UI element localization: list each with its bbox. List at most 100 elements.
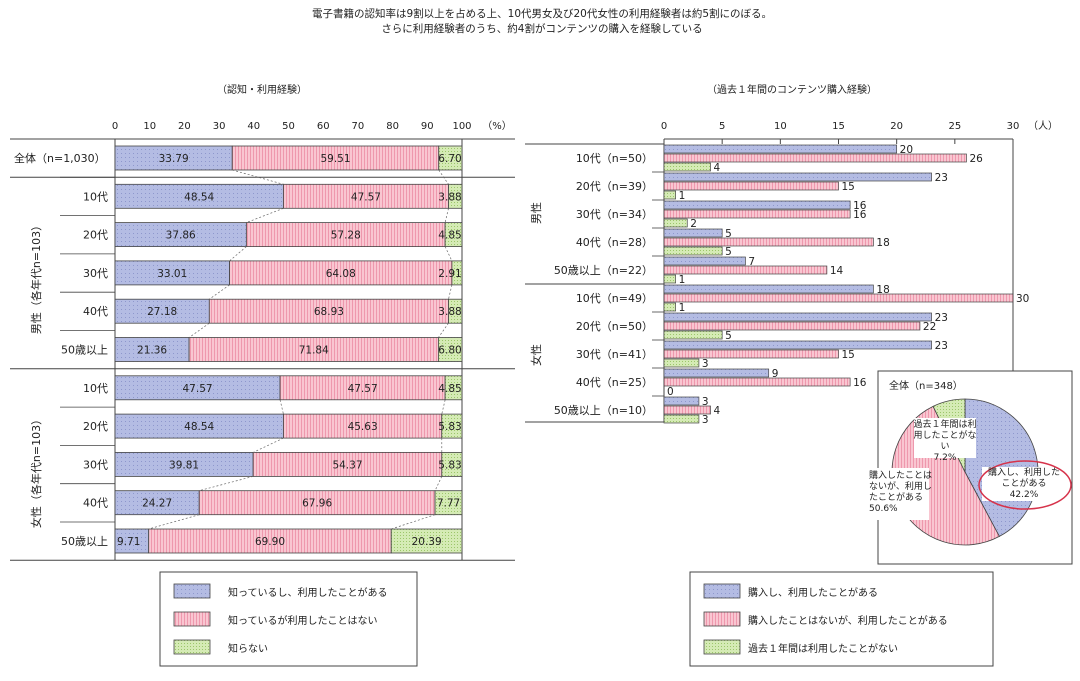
value-label: 39.81 [169, 459, 199, 471]
x-tick-label: 25 [948, 121, 961, 132]
connector-line [449, 285, 452, 299]
bar [664, 219, 687, 227]
bar [664, 285, 873, 293]
legend-item-aware-not-used: 知っているが利用したことはない [228, 614, 378, 627]
purchase-legend: 購入し、利用したことがある 購入したことはないが、利用したことがある 過去１年間… [690, 572, 993, 666]
bar [664, 331, 722, 339]
bar [664, 415, 699, 423]
value-label: 23 [935, 340, 948, 352]
category-label: 20代（n=39） [576, 180, 653, 193]
x-tick-label: 5 [719, 121, 725, 132]
category-label: 10代 [83, 382, 108, 395]
connector-line [445, 208, 448, 222]
bar [664, 313, 932, 321]
connector-line [435, 476, 442, 490]
connector-line [391, 515, 435, 529]
x-tick-label: 10 [143, 121, 156, 132]
category-label: 30代（n=41） [576, 348, 653, 361]
connector-line [280, 400, 283, 414]
value-label: 3.88 [438, 306, 461, 318]
connector-line [246, 208, 283, 222]
category-label: 50歳以上 [61, 344, 108, 357]
category-label: 30代 [83, 267, 108, 280]
connector-line [253, 438, 283, 452]
category-label: 40代 [83, 305, 108, 318]
x-tick-label: 60 [317, 121, 330, 132]
x-tick-label: 50 [282, 121, 295, 132]
value-label: 4 [714, 405, 721, 417]
value-label: 23 [935, 172, 948, 184]
category-label: 全体（n=1,030） [14, 151, 106, 165]
pie-title: 全体（n=348） [889, 379, 963, 392]
value-label: 64.08 [326, 268, 356, 280]
legend-item-not-aware: 知らない [228, 642, 268, 655]
value-label: 9.71 [117, 536, 140, 548]
bar [664, 341, 932, 349]
x-tick-label: 100 [452, 121, 471, 132]
value-label: 3.88 [438, 191, 461, 203]
x-tick-label: 80 [386, 121, 399, 132]
value-label: 5 [725, 246, 732, 258]
value-label: 59.51 [320, 153, 350, 165]
x-tick-label: 70 [352, 121, 365, 132]
value-label: 4 [714, 162, 721, 174]
bar [664, 350, 839, 358]
category-label: 20代 [83, 229, 108, 242]
value-label: 48.54 [184, 191, 214, 203]
x-tick-label: 90 [421, 121, 434, 132]
value-label: 68.93 [314, 306, 344, 318]
awareness-unit: （%） [482, 120, 512, 132]
value-label: 30 [1016, 293, 1029, 305]
value-label: 18 [876, 237, 889, 249]
value-label: 14 [830, 265, 844, 277]
legend-item-aware-used: 知っているし、利用したことがある [228, 586, 388, 599]
x-tick-label: 30 [1007, 121, 1020, 132]
legend-item-used-not-purchased: 購入したことはないが、利用したことがある [748, 614, 948, 627]
bar [664, 201, 850, 209]
bar [664, 182, 839, 190]
bar [664, 369, 769, 377]
x-tick-label: 20 [178, 121, 191, 132]
bar [664, 303, 676, 311]
x-tick-label: 20 [890, 121, 903, 132]
value-label: 6.70 [438, 153, 461, 165]
value-label: 16 [853, 209, 867, 221]
value-label: 5.83 [438, 459, 461, 471]
bar [664, 359, 699, 367]
value-label: 0 [667, 386, 674, 398]
category-label: 20代 [83, 420, 108, 433]
value-label: 15 [842, 349, 855, 361]
x-tick-label: 0 [661, 121, 667, 132]
category-label: 10代（n=49） [576, 292, 653, 305]
figure-title-line2: さらに利用経験者のうち、約4割がコンテンツの購入を経験している [381, 22, 702, 35]
legend-swatch-pink-right [704, 612, 740, 626]
bar [664, 163, 711, 171]
value-label: 6.80 [438, 345, 461, 357]
bar [664, 378, 850, 386]
bar [664, 266, 827, 274]
legend-swatch-green [174, 640, 210, 654]
figure-title-line1: 電子書籍の認知率は9割以上を占める上、10代男女及び20代女性の利用経験者は約5… [312, 7, 772, 20]
bar [664, 397, 699, 405]
category-label: 50歳以上 [61, 535, 108, 548]
category-label: 20代（n=50） [576, 320, 653, 333]
value-label: 48.54 [184, 421, 214, 433]
value-label: 71.84 [299, 345, 329, 357]
category-label: 30代 [83, 458, 108, 471]
awareness-legend: 知っているし、利用したことがある 知っているが利用したことはない 知らない [160, 572, 417, 666]
awareness-group-label-male: 男性（各年代n=103） [29, 220, 43, 334]
category-label: 50歳以上（n=22） [554, 264, 653, 277]
value-label: 22 [923, 321, 936, 333]
value-label: 5.83 [438, 421, 461, 433]
connector-line [442, 400, 445, 414]
bar [664, 229, 722, 237]
value-label: 47.57 [348, 383, 378, 395]
bar [664, 145, 897, 153]
value-label: 1 [679, 190, 686, 202]
bar [664, 275, 676, 283]
value-label: 67.96 [302, 498, 332, 510]
awareness-subtitle: （認知・利用経験） [217, 83, 307, 96]
x-tick-label: 10 [774, 121, 787, 132]
